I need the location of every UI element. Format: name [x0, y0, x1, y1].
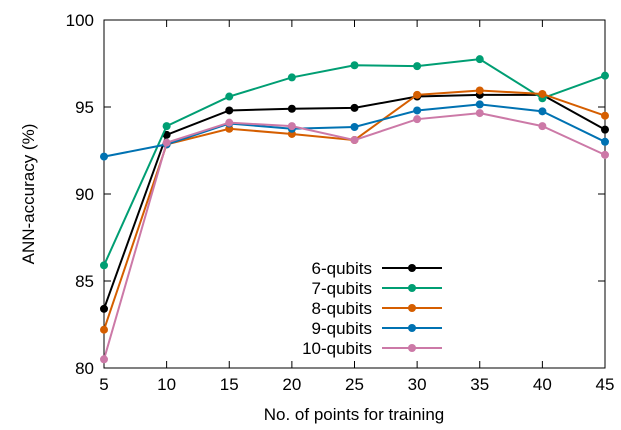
legend-marker	[408, 264, 416, 272]
data-point	[162, 138, 171, 147]
series-line	[103, 58, 606, 266]
data-point	[100, 325, 108, 334]
data-point	[225, 106, 234, 115]
data-point	[350, 136, 359, 145]
legend-marker	[408, 284, 416, 292]
legend-item: 7-qubits	[312, 279, 442, 298]
axis-ticks: 5 10 15 20 25 30 35 40 45 80 85 90 95 100	[66, 11, 615, 394]
x-axis-label: No. of points for training	[264, 405, 444, 424]
series-group	[100, 55, 609, 364]
y-tick-label: 100	[66, 11, 94, 30]
x-tick-label: 20	[282, 375, 301, 394]
y-tick-label: 95	[75, 98, 94, 117]
legend: 6-qubits7-qubits8-qubits9-qubits10-qubit…	[302, 259, 442, 358]
legend-item: 10-qubits	[302, 339, 442, 358]
data-point	[413, 106, 422, 115]
x-tick-label: 40	[533, 375, 552, 394]
legend-marker	[408, 304, 416, 312]
data-point	[287, 122, 296, 131]
x-tick-label: 45	[596, 375, 615, 394]
legend-item: 6-qubits	[312, 259, 442, 278]
data-point	[350, 103, 359, 112]
data-point	[287, 104, 296, 113]
data-point	[100, 152, 108, 161]
y-tick-label: 80	[75, 359, 94, 378]
data-point	[100, 304, 108, 313]
data-point	[601, 71, 609, 80]
series-7-qubits	[100, 55, 609, 270]
data-point	[162, 122, 171, 131]
y-tick-label: 90	[75, 185, 94, 204]
data-point	[350, 61, 359, 70]
data-point	[225, 118, 234, 127]
x-tick-label: 10	[157, 375, 176, 394]
data-point	[350, 123, 359, 132]
y-tick-label: 85	[75, 272, 94, 291]
data-point	[413, 90, 422, 99]
legend-item: 9-qubits	[312, 319, 442, 338]
data-point	[538, 89, 547, 98]
data-point	[601, 137, 609, 146]
data-point	[100, 355, 108, 364]
data-point	[475, 55, 484, 64]
series-10-qubits	[100, 109, 609, 364]
data-point	[538, 122, 547, 131]
x-tick-label: 30	[408, 375, 427, 394]
legend-item: 8-qubits	[312, 299, 442, 318]
legend-marker	[408, 324, 416, 332]
data-point	[475, 109, 484, 118]
legend-label: 10-qubits	[302, 339, 372, 358]
data-point	[413, 115, 422, 124]
legend-label: 6-qubits	[312, 259, 372, 278]
legend-label: 7-qubits	[312, 279, 372, 298]
data-point	[100, 261, 108, 270]
legend-marker	[408, 344, 416, 352]
data-point	[601, 111, 609, 120]
legend-label: 8-qubits	[312, 299, 372, 318]
x-tick-label: 35	[470, 375, 489, 394]
data-point	[475, 86, 484, 95]
data-point	[413, 62, 422, 71]
data-point	[225, 92, 234, 101]
data-point	[601, 125, 609, 134]
x-tick-label: 5	[99, 375, 108, 394]
x-tick-label: 25	[345, 375, 364, 394]
legend-label: 9-qubits	[312, 319, 372, 338]
x-tick-label: 15	[220, 375, 239, 394]
data-point	[287, 73, 296, 82]
data-point	[538, 107, 547, 116]
y-axis-label: ANN-accuracy (%)	[19, 124, 38, 265]
data-point	[475, 100, 484, 109]
data-point	[601, 150, 609, 159]
